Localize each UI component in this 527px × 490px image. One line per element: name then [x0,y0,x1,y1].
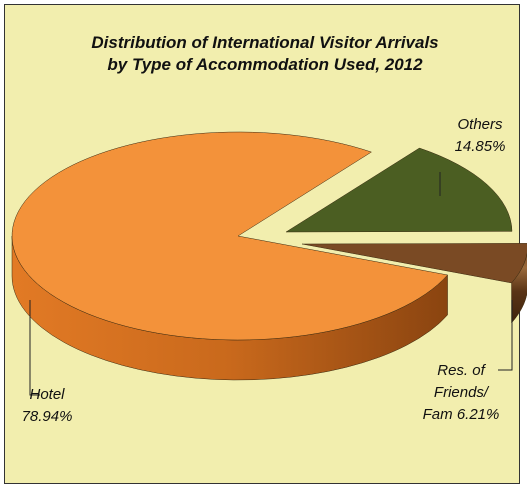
slice [301,243,527,284]
label-value: 14.85% [454,138,506,155]
data-label: Res. of Friends/ Fam 6.21% [420,360,502,426]
leader-line [29,300,40,396]
data-label: Hotel 78.94% [12,384,82,428]
label-name: Others [457,116,503,133]
slice [285,147,513,233]
leader-line [498,300,513,371]
chart-title: Distribution of International Visitor Ar… [91,33,439,74]
label-value: 6.21% [456,406,500,423]
data-label: Others 14.85% [440,114,520,158]
slice [11,131,449,341]
pie [11,131,527,381]
label-value: 78.94% [21,408,73,425]
label-name: Hotel [29,386,65,403]
label-name: Res. of Friends/ Fam [422,362,489,423]
